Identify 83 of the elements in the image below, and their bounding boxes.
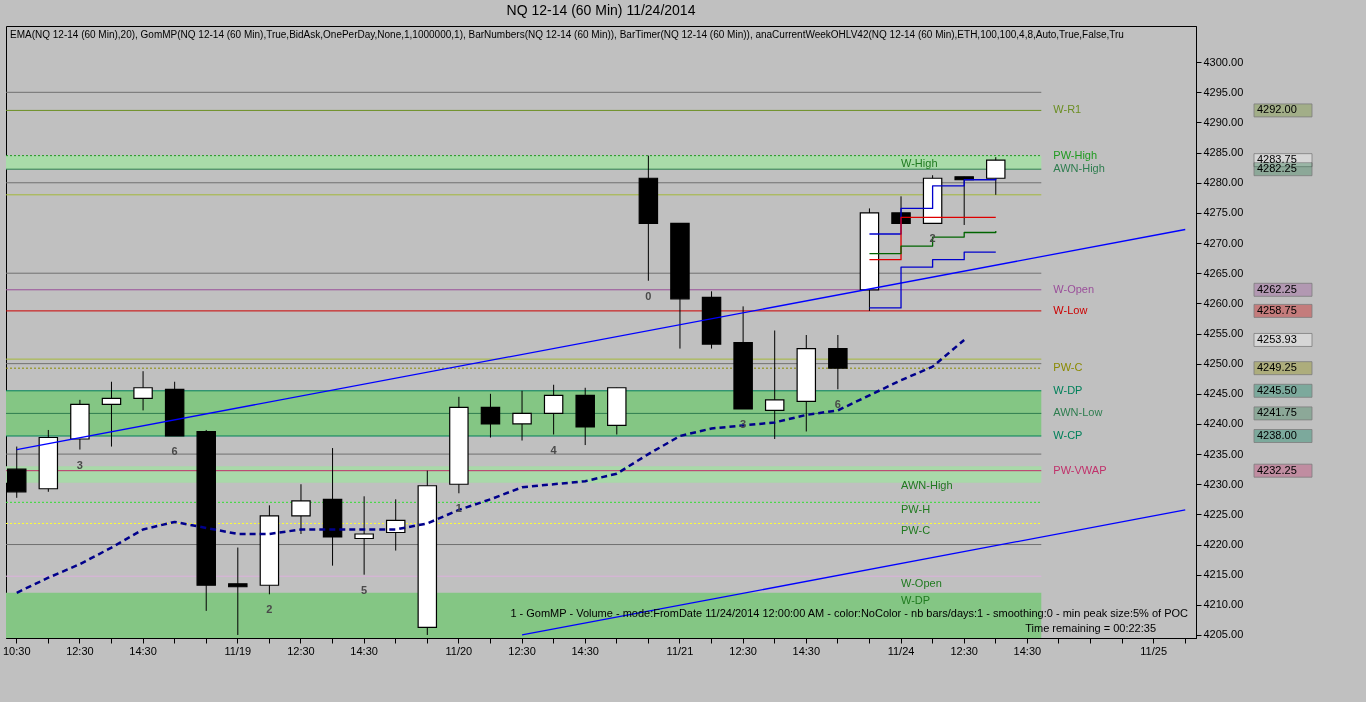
chart-title: NQ 12-14 (60 Min) 11/24/2014 bbox=[506, 2, 696, 18]
y-tick-label: 4215.00 bbox=[1203, 568, 1244, 581]
x-tick-label: 12:30 bbox=[287, 644, 315, 657]
ref-line-label: W-Low bbox=[1053, 303, 1088, 316]
candlestick bbox=[133, 370, 153, 411]
y-tick-label: 4260.00 bbox=[1203, 296, 1244, 309]
y-tick-label: 4285.00 bbox=[1203, 146, 1244, 159]
x-tick-label: 14:30 bbox=[571, 644, 599, 657]
annotation: PW-C bbox=[901, 524, 931, 537]
text: 4258.75 bbox=[1257, 303, 1297, 316]
x-tick-label: 14:30 bbox=[350, 644, 378, 657]
y-tick-label: 4205.00 bbox=[1203, 628, 1244, 641]
annotation: W-Open bbox=[901, 577, 942, 590]
annotation: PW-H bbox=[901, 503, 931, 516]
ref-line-label: W-Open bbox=[1053, 282, 1095, 295]
x-tick-label: 11/21 bbox=[666, 644, 694, 657]
candlestick bbox=[543, 384, 564, 435]
text: 4245.50 bbox=[1257, 383, 1297, 396]
ref-line-label: W-DP bbox=[1053, 383, 1083, 396]
text: 4262.25 bbox=[1257, 282, 1297, 295]
candlestick bbox=[828, 334, 848, 390]
text: 4253.93 bbox=[1257, 332, 1297, 345]
y-tick-label: 4220.00 bbox=[1203, 538, 1244, 551]
text: 6 bbox=[834, 398, 841, 411]
y-tick-label: 4295.00 bbox=[1203, 85, 1244, 98]
y-tick-label: 4300.00 bbox=[1203, 55, 1244, 68]
candlestick bbox=[986, 156, 1006, 196]
text: 0 bbox=[645, 289, 652, 302]
text: 4238.00 bbox=[1257, 429, 1297, 442]
chart-subtitle: EMA(NQ 12-14 (60 Min),20), GomMP(NQ 12-14 (60 Min),True,BidAsk,OnePerDay,None,1,1000000,1), BarNumbers(NQ 12-14 (60 Min)), BarTimer(NQ 12-14 (60 Min)), anaCurrentWeekOHLV42(NQ 12-14 (60 Min),ETH,100,100,4,8,Auto,True,False,Tru bbox=[10, 29, 1124, 40]
x-tick-label: 11/20 bbox=[445, 644, 473, 657]
candlestick bbox=[291, 483, 311, 535]
text: 4241.75 bbox=[1257, 406, 1297, 419]
candlestick bbox=[480, 393, 501, 439]
text: 3 bbox=[76, 458, 83, 471]
y-tick-label: 4280.00 bbox=[1203, 176, 1244, 189]
candlestick bbox=[764, 329, 785, 440]
x-tick-label: 11/19 bbox=[224, 644, 252, 657]
text: 4 bbox=[550, 443, 557, 456]
ref-line-label: W-R1 bbox=[1053, 103, 1082, 116]
ref-line-label: PW-VWAP bbox=[1053, 463, 1107, 476]
x-tick-label: 11/25 bbox=[1140, 644, 1168, 657]
y-tick-label: 4275.00 bbox=[1203, 206, 1244, 219]
x-tick-label: 14:30 bbox=[129, 644, 157, 657]
candlestick bbox=[101, 381, 122, 448]
candlestick bbox=[354, 495, 374, 576]
y-tick-label: 4250.00 bbox=[1203, 357, 1244, 370]
y-tick-label: 4225.00 bbox=[1203, 507, 1244, 520]
y-tick-label: 4255.00 bbox=[1203, 327, 1244, 340]
x-tick-label: 10:30 bbox=[2, 644, 31, 657]
annotation: W-DP bbox=[901, 593, 931, 606]
text: 4249.25 bbox=[1257, 361, 1297, 374]
y-tick-label: 4270.00 bbox=[1203, 236, 1244, 249]
x-tick-label: 14:30 bbox=[1013, 644, 1042, 657]
y-tick-label: 4230.00 bbox=[1203, 477, 1244, 490]
text: 5 bbox=[361, 583, 368, 596]
x-tick-label: 12:30 bbox=[950, 644, 978, 657]
y-tick-label: 4265.00 bbox=[1203, 266, 1244, 279]
text: 4232.25 bbox=[1257, 463, 1297, 476]
line-series bbox=[15, 338, 966, 595]
x-tick-label: 12:30 bbox=[66, 644, 94, 657]
y-tick-label: 4290.00 bbox=[1203, 115, 1244, 128]
x-tick-label: 12:30 bbox=[729, 644, 757, 657]
text: 4292.00 bbox=[1257, 103, 1297, 116]
ref-line-label: PW-High bbox=[1053, 148, 1098, 161]
ref-line-label: W-CP bbox=[1053, 429, 1083, 442]
y-tick-label: 4240.00 bbox=[1203, 417, 1244, 430]
annotation: AWN-High bbox=[901, 479, 953, 492]
y-tick-label: 4245.00 bbox=[1203, 387, 1244, 400]
candlestick bbox=[228, 547, 248, 636]
ref-line-label: PW-C bbox=[1053, 361, 1083, 374]
annotation: W-High bbox=[901, 156, 938, 169]
y-tick-label: 4210.00 bbox=[1203, 598, 1244, 611]
x-tick-label: 11/24 bbox=[887, 644, 915, 657]
x-tick-label: 12:30 bbox=[508, 644, 536, 657]
x-tick-label: 14:30 bbox=[792, 644, 821, 657]
text: 6 bbox=[171, 445, 178, 458]
ref-line-label: AWN-Low bbox=[1053, 406, 1103, 419]
candlestick bbox=[512, 390, 532, 442]
text: 2 bbox=[266, 603, 273, 616]
ref-line-label: AWN-High bbox=[1053, 162, 1105, 175]
y-tick-label: 4235.00 bbox=[1203, 447, 1244, 460]
annotation: Time remaining = 00:22:35 bbox=[1025, 622, 1156, 634]
